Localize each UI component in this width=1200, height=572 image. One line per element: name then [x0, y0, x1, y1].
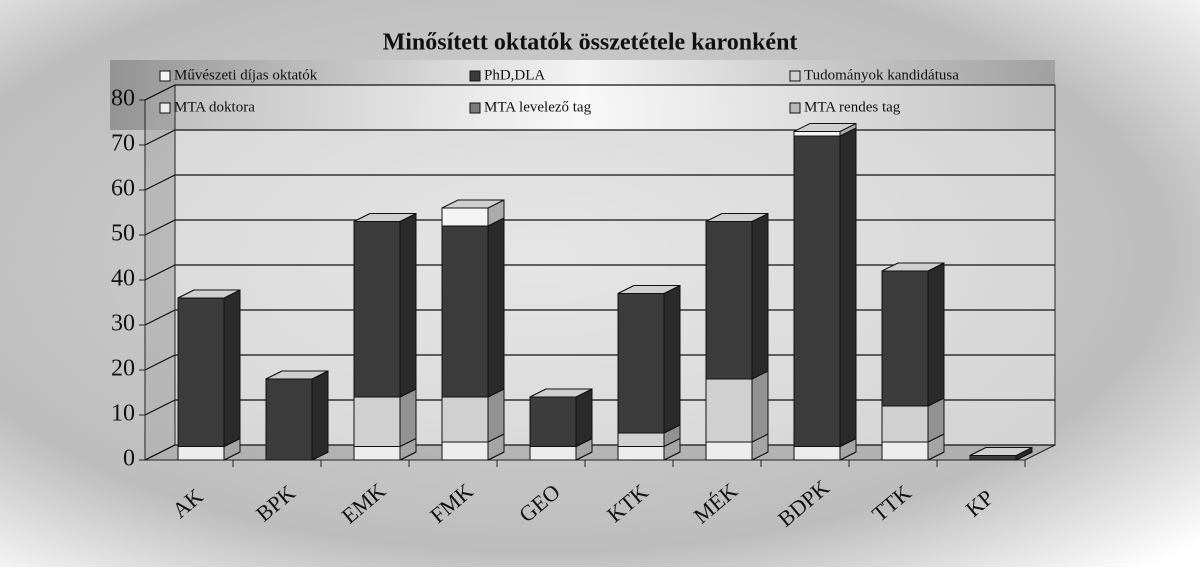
- y-tick-label: 60: [111, 176, 135, 202]
- bar-segment: [793, 127, 857, 448]
- bar-front: [353, 221, 401, 398]
- legend-label: MTA doktora: [174, 99, 255, 115]
- legend-label: PhD,DLA: [484, 67, 545, 83]
- bar-front: [529, 446, 577, 461]
- legend-box: [110, 60, 1055, 130]
- grid-line: [144, 84, 1055, 101]
- bar-front: [353, 396, 401, 447]
- bar-top: [969, 447, 1033, 456]
- bar-segment: [705, 212, 769, 380]
- bar-top: [529, 388, 593, 398]
- bar-front: [441, 396, 489, 443]
- bar-top: [265, 370, 329, 380]
- bar-front: [529, 396, 577, 447]
- bar-segment: [353, 213, 417, 222]
- y-tick-label: 10: [111, 401, 135, 427]
- bar-front: [441, 225, 489, 398]
- bar-front: [617, 293, 665, 434]
- y-tick-label: 80: [111, 86, 135, 112]
- bar-top: [881, 262, 945, 272]
- chart-title: Minősített oktatók összetétele karonként: [383, 30, 798, 56]
- bar-front: [705, 441, 753, 461]
- bar-segment: [441, 217, 505, 398]
- y-tick-label: 70: [111, 131, 135, 157]
- legend-swatch: [789, 70, 801, 82]
- bar-segment: [441, 199, 505, 227]
- y-tick-label: 20: [111, 356, 135, 382]
- bar-front: [177, 446, 225, 461]
- legend-label: Művészeti díjas oktatók: [174, 67, 318, 83]
- bar-front: [881, 405, 929, 443]
- bar-segment: [353, 388, 417, 448]
- bar-side: [487, 217, 505, 398]
- y-tick-label: 0: [123, 446, 135, 472]
- bar-segment: [177, 289, 241, 448]
- bar-front: [793, 131, 841, 137]
- bar-segment: [881, 262, 945, 272]
- grid-line: [144, 129, 1055, 146]
- bar-front: [793, 446, 841, 461]
- bar-segment: [177, 289, 241, 299]
- bar-side: [487, 388, 505, 443]
- bar-side: [399, 212, 417, 398]
- legend-label: Tudományok kandidátusa: [804, 67, 959, 83]
- bar-front: [441, 207, 489, 227]
- grid-line: [144, 174, 1055, 191]
- bar-front: [441, 441, 489, 461]
- bar-front: [265, 378, 313, 461]
- bar-top: [177, 289, 241, 299]
- legend-label: MTA levelező tag: [484, 99, 592, 115]
- bar-front: [793, 135, 841, 447]
- bar-front: [705, 378, 753, 443]
- bar-segment: [705, 213, 769, 222]
- bar-side: [839, 127, 857, 448]
- bar-front: [617, 446, 665, 461]
- bar-front: [617, 432, 665, 447]
- bar-segment: [353, 212, 417, 398]
- bar-front: [881, 441, 929, 461]
- bar-front: [353, 446, 401, 461]
- legend-label: MTA rendes tag: [804, 99, 901, 115]
- bar-segment: [529, 388, 593, 398]
- bar-side: [575, 388, 593, 448]
- bar-segment: [529, 388, 593, 448]
- bar-segment: [265, 370, 329, 461]
- bar-top: [353, 213, 417, 222]
- bar-side: [663, 284, 681, 434]
- bar-segment: [705, 370, 769, 443]
- bar-top: [617, 285, 681, 294]
- bar-front: [881, 270, 929, 407]
- legend-swatch: [159, 70, 171, 82]
- bar-front: [177, 297, 225, 447]
- bar-front: [705, 221, 753, 380]
- bar-segment: [881, 262, 945, 407]
- legend-swatch: [789, 102, 801, 114]
- legend-swatch: [159, 102, 171, 114]
- y-tick-label: 50: [111, 221, 135, 247]
- bar-side: [399, 388, 417, 448]
- bar-top: [441, 199, 505, 209]
- bar-segment: [969, 447, 1033, 456]
- legend-swatch: [469, 70, 481, 82]
- y-tick-label: 30: [111, 311, 135, 337]
- bar-segment: [617, 285, 681, 294]
- bar-segment: [617, 284, 681, 434]
- bar-front: [969, 455, 1017, 461]
- bar-segment: [793, 122, 857, 137]
- bar-top: [793, 123, 857, 132]
- bar-side: [751, 212, 769, 380]
- bar-side: [927, 262, 945, 407]
- legend-swatch: [469, 102, 481, 114]
- bar-top: [705, 213, 769, 222]
- y-tick-label: 40: [111, 266, 135, 292]
- bar-segment: [265, 370, 329, 380]
- bar-side: [751, 370, 769, 443]
- bar-side: [223, 289, 241, 448]
- bar-side: [311, 370, 329, 461]
